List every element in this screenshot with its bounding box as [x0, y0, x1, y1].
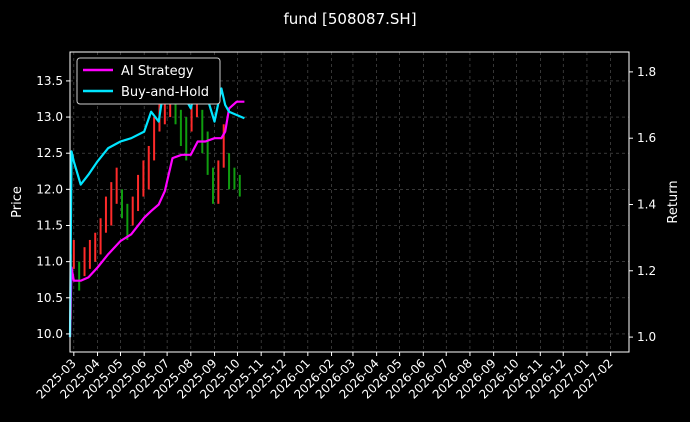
y-tick-label: 13.5 — [36, 74, 63, 88]
series-line-ai-strategy — [68, 100, 245, 338]
legend-label-ai-strategy: AI Strategy — [121, 64, 194, 79]
y2-tick-label: 1.8 — [637, 65, 656, 79]
y-tick-label: 13.0 — [36, 110, 63, 124]
y-tick-label: 10.5 — [36, 291, 63, 305]
y-tick-label: 12.5 — [36, 146, 63, 160]
y-axis-label: Price — [10, 186, 25, 218]
y-axis-right: 1.0 1.2 1.4 1.6 1.8 — [629, 65, 656, 344]
y-tick-label: 10.0 — [36, 327, 63, 341]
y-tick-label: 12.0 — [36, 182, 63, 196]
plot-frame — [69, 51, 630, 353]
y-tick-label: 11.5 — [36, 218, 63, 232]
chart-title: fund [508087.SH] — [283, 10, 416, 28]
legend-label-buy-and-hold: Buy-and-Hold — [121, 85, 209, 100]
y-axis-left: 10.0 10.5 11.0 11.5 12.0 12.5 13.0 13.5 — [36, 74, 70, 341]
y2-tick-label: 1.0 — [637, 330, 656, 344]
y2-tick-label: 1.2 — [637, 264, 656, 278]
legend: AI Strategy Buy-and-Hold — [76, 57, 221, 105]
y2-tick-label: 1.4 — [637, 197, 656, 211]
y2-axis-label: Return — [666, 180, 681, 223]
y2-tick-label: 1.6 — [637, 131, 656, 145]
y-tick-label: 11.0 — [36, 255, 63, 269]
